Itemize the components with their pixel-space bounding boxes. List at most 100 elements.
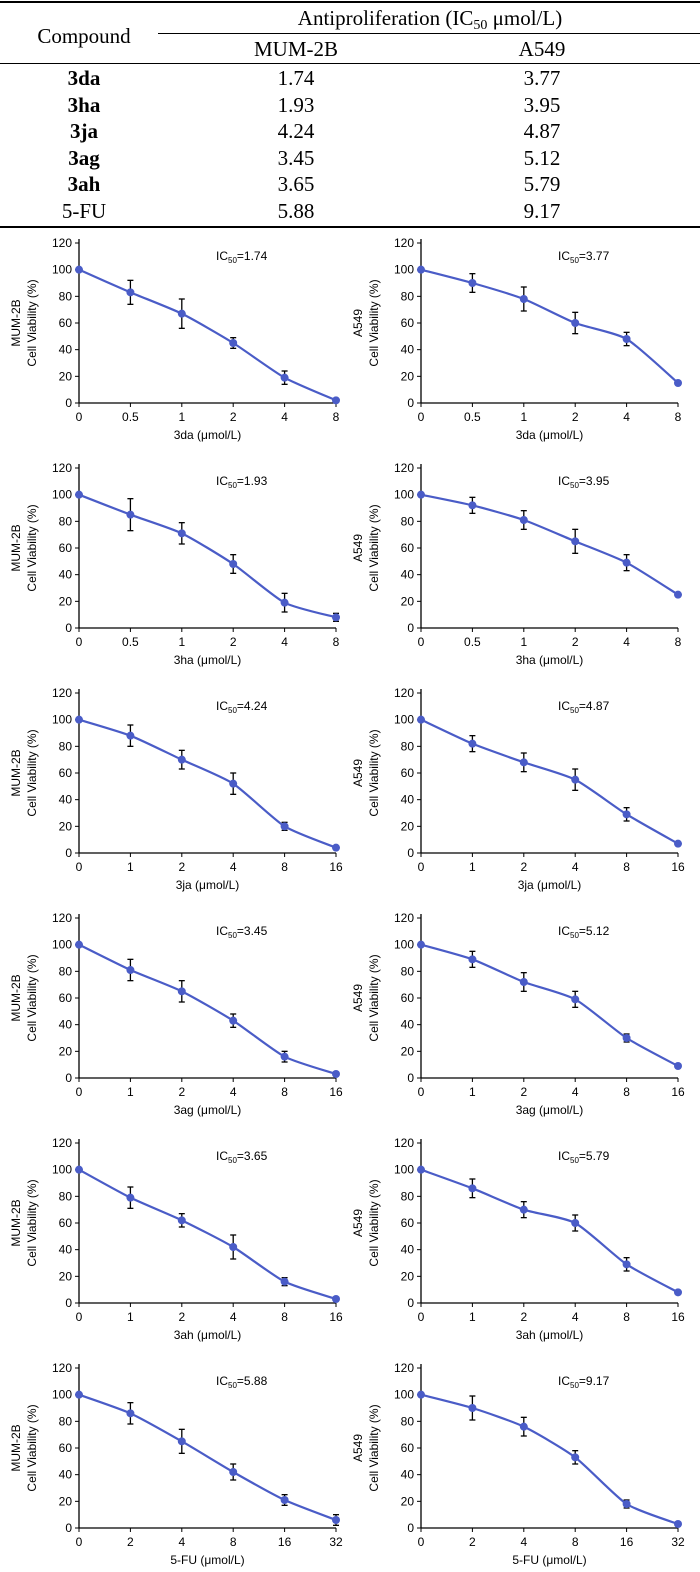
data-point xyxy=(417,265,425,274)
x-tick-label: 4 xyxy=(230,860,237,874)
data-point xyxy=(177,987,186,996)
x-tick-label: 0.5 xyxy=(464,635,481,649)
data-point xyxy=(280,1496,289,1504)
x-tick-label: 8 xyxy=(623,1310,630,1324)
y-tick-label: 120 xyxy=(394,461,414,475)
y-tick-label: 20 xyxy=(59,1494,73,1508)
ic50-annotation: IC50=5.79 xyxy=(558,1149,610,1165)
x-tick-label: 1 xyxy=(127,1085,134,1099)
data-point xyxy=(468,1404,477,1412)
y-tick-label: 80 xyxy=(401,1189,415,1203)
x-tick-label: 4 xyxy=(281,635,288,649)
y-tick-label: 0 xyxy=(407,1296,414,1310)
chart-panel: 0 20 40 60 80 100 120 0 1 2 4 8 16 3ag (μmol/L) A549 Ce… xyxy=(351,911,685,1117)
data-point xyxy=(280,1052,289,1061)
x-tick-label: 2 xyxy=(469,1535,476,1549)
ic50-annotation: IC50=4.24 xyxy=(216,699,268,715)
x-tick-label: 4 xyxy=(623,410,630,424)
x-axis-label: 3ah (μmol/L) xyxy=(516,1328,584,1342)
y-tick-label: 40 xyxy=(401,793,415,807)
y-tick-label: 100 xyxy=(394,263,414,277)
x-tick-label: 8 xyxy=(675,410,682,424)
data-point xyxy=(229,1468,238,1476)
x-tick-label: 4 xyxy=(178,1535,185,1549)
chart-panel: 0 20 40 60 80 100 120 0 1 2 4 8 16 3ah (μmol/L) A549 Ce… xyxy=(351,1136,685,1342)
x-tick-label: 0.5 xyxy=(122,410,139,424)
chart-panel: 0 20 40 60 80 100 120 0 2 4 8 16 32 5-FU (μmol/L) MUM-… xyxy=(9,1361,343,1567)
y-tick-label: 80 xyxy=(401,964,415,978)
y-tick-label: 120 xyxy=(52,1361,72,1375)
y-tick-label: 20 xyxy=(59,594,73,608)
y-tick-label: 100 xyxy=(52,488,72,502)
y-axis-label-line2: Cell Viability (%) xyxy=(25,279,39,366)
mum-2b-value-cell: 3.45 xyxy=(277,145,315,170)
chart-panel: 0 20 40 60 80 100 120 0 1 2 4 8 16 3ag (μmol/L) MUM-2B… xyxy=(9,911,343,1117)
y-tick-label: 60 xyxy=(401,316,415,330)
x-tick-label: 4 xyxy=(572,1310,579,1324)
y-axis-label-line2: Cell Viability (%) xyxy=(367,1404,381,1491)
x-tick-label: 0 xyxy=(76,635,83,649)
y-tick-label: 20 xyxy=(401,1494,415,1508)
series-line xyxy=(420,1393,679,1526)
x-axis-label: 3ja (μmol/L) xyxy=(176,878,240,892)
data-point xyxy=(177,309,186,318)
y-tick-label: 100 xyxy=(394,488,414,502)
data-point xyxy=(417,490,425,499)
y-axis-label-line2: Cell Viability (%) xyxy=(25,1179,39,1266)
chart-panel: 0 20 40 60 80 100 120 0 0.5 1 2 4 8 3da (μmol/L) MUM-2… xyxy=(9,236,340,442)
y-tick-label: 60 xyxy=(401,991,415,1005)
y-tick-label: 40 xyxy=(401,343,415,357)
y-tick-label: 40 xyxy=(401,1468,415,1482)
compound-header: Compound xyxy=(37,24,131,48)
chart-panel: 0 20 40 60 80 100 120 0 1 2 4 8 16 3ja (μmol/L) MUM-2B… xyxy=(9,686,343,892)
x-tick-label: 32 xyxy=(329,1535,343,1549)
y-tick-label: 100 xyxy=(394,1163,414,1177)
y-axis-label-line1: MUM-2B xyxy=(9,749,23,796)
y-tick-label: 60 xyxy=(59,766,73,780)
ic50-annotation: IC50=1.93 xyxy=(216,474,268,490)
compound-cell: 3ah xyxy=(67,172,101,196)
y-tick-label: 80 xyxy=(59,1189,73,1203)
y-tick-label: 100 xyxy=(52,1388,72,1402)
y-tick-label: 40 xyxy=(401,1018,415,1032)
antiproliferation-header: Antiproliferation (IC50 μmol/L) xyxy=(297,6,563,33)
data-point xyxy=(622,558,631,567)
data-point xyxy=(674,590,682,599)
x-tick-label: 16 xyxy=(671,1310,685,1324)
x-axis-label: 5-FU (μmol/L) xyxy=(170,1553,244,1567)
x-tick-label: 16 xyxy=(671,860,685,874)
y-tick-label: 60 xyxy=(59,1216,73,1230)
mum-2b-value-cell: 4.24 xyxy=(277,119,315,143)
y-tick-label: 20 xyxy=(401,1269,415,1283)
x-tick-label: 0 xyxy=(76,1310,83,1324)
y-axis-label-line1: A549 xyxy=(351,1209,365,1237)
y-tick-label: 0 xyxy=(65,621,72,635)
data-point xyxy=(622,1500,631,1508)
x-tick-label: 2 xyxy=(520,1310,527,1324)
data-point xyxy=(126,1409,135,1418)
y-axis-label-line1: A549 xyxy=(351,309,365,337)
y-tick-label: 0 xyxy=(65,1296,72,1310)
series-line xyxy=(420,493,679,596)
data-point xyxy=(674,379,682,387)
x-tick-label: 8 xyxy=(281,1085,288,1099)
data-point xyxy=(177,529,186,538)
data-point xyxy=(229,1016,238,1025)
x-axis-label: 3ag (μmol/L) xyxy=(174,1103,242,1117)
y-tick-label: 20 xyxy=(59,1269,73,1283)
y-tick-label: 60 xyxy=(59,541,73,555)
data-point xyxy=(332,613,340,622)
x-axis-label: 3da (μmol/L) xyxy=(516,428,584,442)
x-axis-label: 3ha (μmol/L) xyxy=(516,653,584,667)
x-tick-label: 2 xyxy=(520,860,527,874)
ic50-annotation: IC50=9.17 xyxy=(558,1374,610,1390)
data-point xyxy=(674,1288,682,1297)
y-tick-label: 120 xyxy=(394,236,414,250)
y-tick-label: 80 xyxy=(59,964,73,978)
data-point xyxy=(622,810,631,819)
ic50-annotation: IC50=5.88 xyxy=(216,1374,268,1390)
x-tick-label: 4 xyxy=(230,1310,237,1324)
data-point xyxy=(280,1277,289,1286)
chart-panel: 0 20 40 60 80 100 120 0 0.5 1 2 4 8 3da (μmol/L) A549 C… xyxy=(351,236,682,442)
y-axis-label-line2: Cell Viability (%) xyxy=(367,1179,381,1266)
